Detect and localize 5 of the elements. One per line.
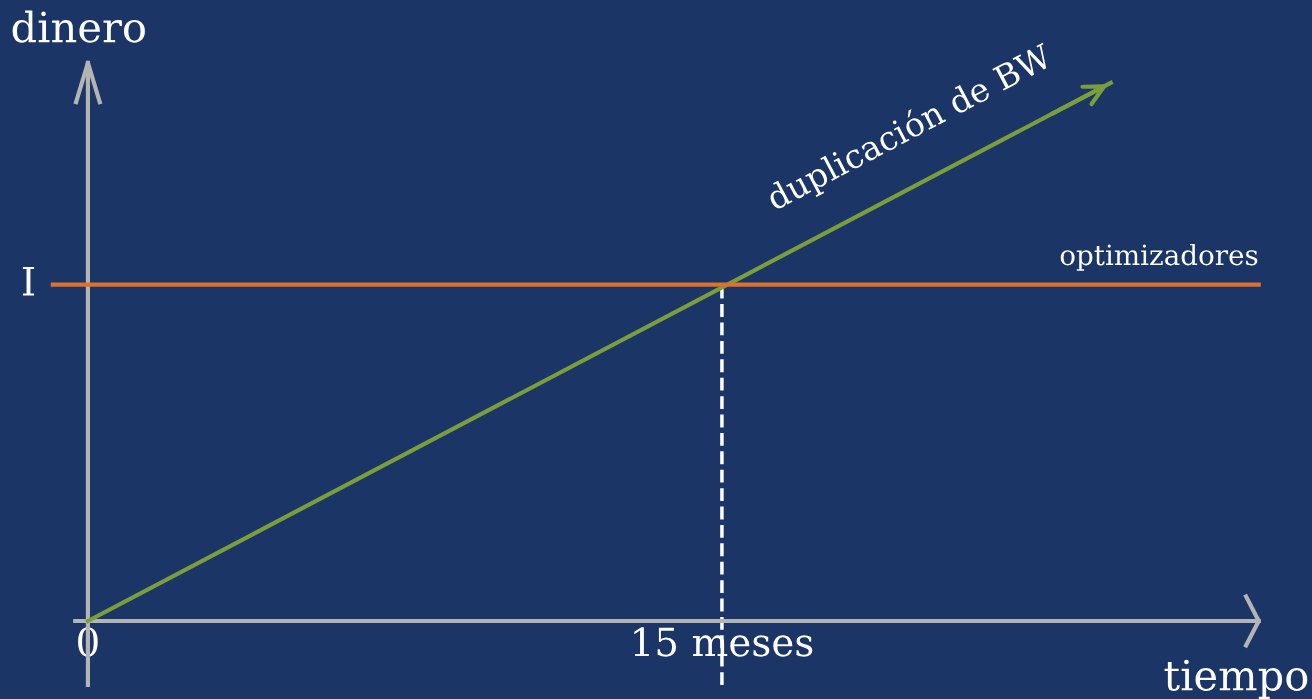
annotation: optimizadores [1060, 243, 1258, 271]
x-axis-title: tiempo [1164, 659, 1308, 699]
x-tick-label: 15 meses [634, 627, 813, 657]
y-axis-title: dinero [12, 10, 145, 43]
annotation: I [22, 267, 35, 296]
